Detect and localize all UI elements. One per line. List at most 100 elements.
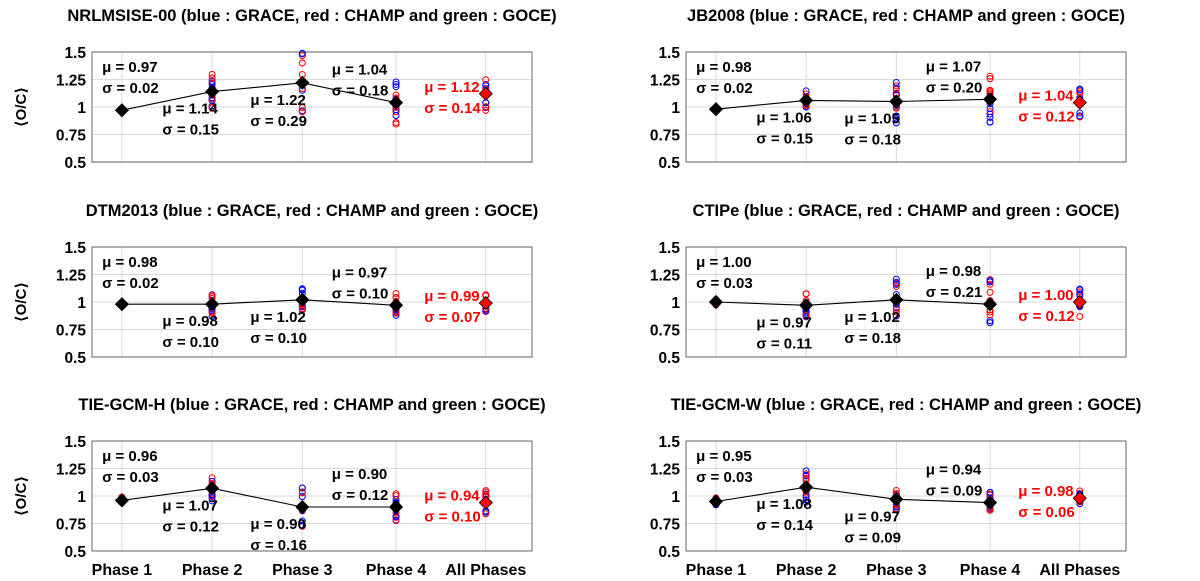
mean-marker — [388, 95, 404, 110]
all-phases-mu-label: μ = 0.94 — [424, 488, 480, 505]
y-tick-label: 1 — [671, 100, 680, 117]
stat-mu-label: μ = 1.02 — [250, 309, 305, 326]
all-phases-marker — [478, 296, 493, 311]
data-point — [392, 80, 400, 88]
mean-marker — [205, 84, 220, 99]
data-point — [392, 78, 400, 86]
data-point — [986, 277, 994, 285]
all-phases-mu-label: μ = 1.00 — [1018, 287, 1073, 304]
data-point — [298, 517, 306, 525]
data-point — [1076, 288, 1084, 296]
axes-box — [685, 246, 1127, 358]
all-phases-sigma-label: σ = 0.06 — [1018, 504, 1075, 521]
data-point — [392, 289, 400, 297]
data-point — [298, 489, 306, 497]
data-point — [892, 308, 900, 316]
axes-box — [685, 51, 1127, 163]
mean-marker — [982, 92, 998, 107]
all-phases-mu-label: μ = 1.04 — [1018, 88, 1074, 105]
data-point — [392, 517, 400, 525]
data-point — [892, 114, 900, 122]
stat-sigma-label: σ = 0.12 — [162, 518, 219, 535]
all-phases-mu-label: μ = 0.99 — [424, 288, 479, 305]
y-tick-label: 1.5 — [64, 240, 86, 257]
mean-marker — [205, 481, 220, 496]
x-tick-label: All Phases — [1039, 562, 1120, 579]
mean-marker — [799, 480, 814, 495]
y-tick-label: 0.75 — [650, 128, 681, 145]
stat-mu-label: μ = 0.98 — [102, 254, 157, 271]
y-tick-label: 1.25 — [650, 268, 681, 285]
all-phases-marker — [478, 495, 493, 510]
data-point — [298, 59, 306, 67]
y-tick-label: 0.75 — [650, 517, 681, 534]
data-point — [986, 75, 994, 83]
data-point — [892, 112, 900, 120]
mean-line — [121, 487, 397, 508]
data-point — [986, 110, 994, 118]
data-point — [298, 306, 306, 314]
data-point — [892, 312, 900, 320]
data-point — [482, 106, 490, 114]
chart-panel: JB2008 (blue : GRACE, red : CHAMP and gr… — [650, 7, 1127, 172]
y-tick-label: 1.25 — [56, 268, 87, 285]
data-point — [892, 119, 900, 127]
stat-sigma-label: σ = 0.02 — [102, 80, 159, 97]
chart-title: DTM2013 (blue : GRACE, red : CHAMP and g… — [86, 202, 539, 220]
stat-sigma-label: σ = 0.21 — [926, 284, 983, 301]
y-tick-label: 1 — [671, 295, 680, 312]
stat-mu-label: μ = 0.98 — [926, 263, 981, 280]
data-point — [1076, 86, 1084, 94]
chart-panel: NRLMSISE-00 (blue : GRACE, red : CHAMP a… — [13, 7, 557, 172]
y-tick-label: 0.5 — [64, 155, 86, 172]
stat-sigma-label: σ = 0.03 — [102, 469, 159, 486]
stat-mu-label: μ = 1.04 — [332, 62, 388, 79]
mean-line — [121, 82, 397, 111]
y-tick-label: 0.5 — [658, 350, 680, 367]
data-point — [298, 285, 306, 293]
data-point — [802, 290, 810, 298]
stat-mu-label: μ = 0.95 — [696, 448, 751, 465]
data-point — [1076, 109, 1084, 117]
stat-sigma-label: σ = 0.16 — [250, 537, 307, 554]
mean-line — [121, 299, 397, 306]
all-phases-sigma-label: σ = 0.12 — [1018, 109, 1075, 126]
chart-title: TIE-GCM-H (blue : GRACE, red : CHAMP and… — [78, 396, 545, 414]
y-tick-label: 1 — [77, 489, 86, 506]
chart-panel: CTIPe (blue : GRACE, red : CHAMP and gre… — [650, 202, 1127, 367]
stat-mu-label: μ = 1.08 — [756, 496, 811, 513]
mean-marker — [114, 493, 129, 508]
stat-mu-label: μ = 0.94 — [926, 462, 982, 479]
mean-marker — [799, 298, 814, 313]
data-point — [802, 470, 810, 478]
data-point — [892, 275, 900, 283]
x-tick-label: Phase 1 — [686, 562, 747, 579]
stat-mu-label: μ = 0.90 — [250, 516, 305, 533]
all-phases-sigma-label: σ = 0.07 — [424, 309, 481, 326]
stat-sigma-label: σ = 0.20 — [926, 79, 983, 96]
mean-marker — [295, 75, 310, 90]
all-phases-marker — [478, 86, 493, 101]
data-point — [986, 72, 994, 80]
chart-panel: TIE-GCM-H (blue : GRACE, red : CHAMP and… — [13, 396, 546, 579]
mean-marker — [982, 495, 998, 510]
y-axis-label: ⟨O/C⟩ — [13, 282, 30, 322]
data-point — [298, 521, 306, 529]
x-tick-label: Phase 2 — [182, 562, 243, 579]
stat-sigma-label: σ = 0.02 — [102, 275, 159, 292]
mean-marker — [889, 292, 904, 307]
stat-sigma-label: σ = 0.02 — [696, 80, 753, 97]
chart-title: NRLMSISE-00 (blue : GRACE, red : CHAMP a… — [67, 7, 556, 25]
data-point — [802, 496, 810, 504]
stat-sigma-label: σ = 0.10 — [332, 285, 389, 302]
chart-title: JB2008 (blue : GRACE, red : CHAMP and gr… — [687, 7, 1125, 25]
x-tick-label: Phase 4 — [960, 562, 1021, 579]
chart-title: TIE-GCM-W (blue : GRACE, red : CHAMP and… — [671, 396, 1142, 414]
y-tick-label: 0.75 — [650, 323, 681, 340]
data-point — [482, 488, 490, 496]
mean-line — [715, 486, 991, 504]
stat-mu-label: μ = 0.90 — [332, 466, 387, 483]
mean-marker — [388, 298, 404, 313]
mean-marker — [114, 297, 129, 312]
